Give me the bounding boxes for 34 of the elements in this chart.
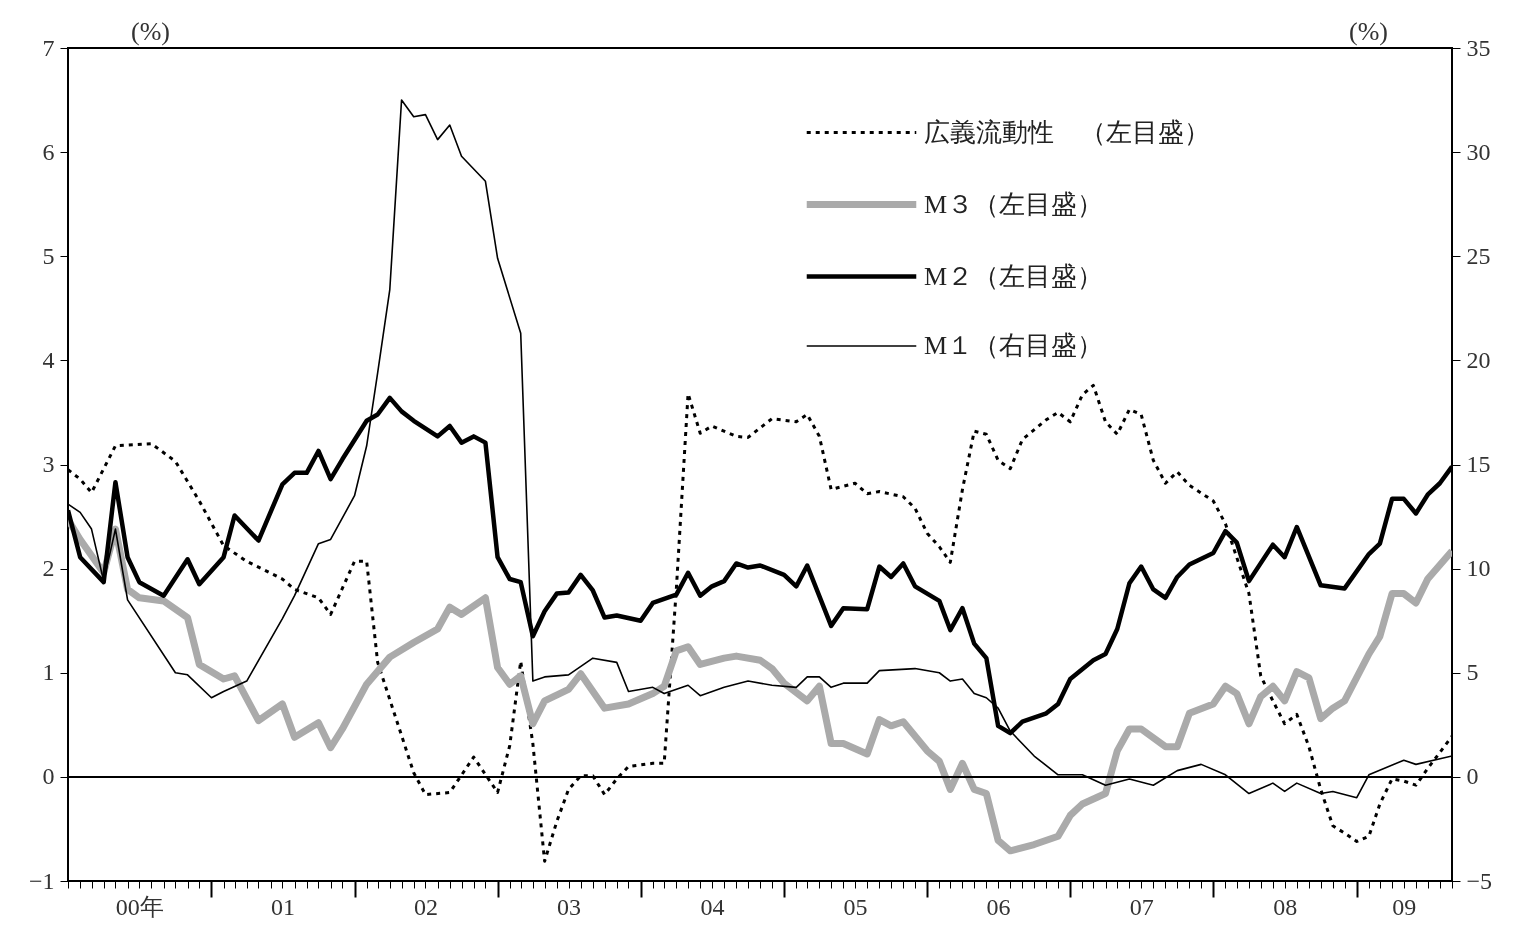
y2-axis-title: (%) xyxy=(1349,16,1388,46)
y-tick-label: 1 xyxy=(42,659,55,686)
y-tick-label: 7 xyxy=(42,34,55,61)
x-tick-label: 04 xyxy=(700,893,725,920)
y-tick-label: −1 xyxy=(28,867,55,894)
x-tick-label: 07 xyxy=(1129,893,1154,920)
y2-tick-label: 5 xyxy=(1466,659,1479,686)
y2-tick-label: 10 xyxy=(1466,555,1491,582)
y-tick-label: 3 xyxy=(42,451,55,477)
x-tick-label: 02 xyxy=(413,893,438,920)
x-tick-label: 09 xyxy=(1392,893,1417,920)
x-tick-label: 06 xyxy=(986,893,1011,920)
y-tick-label: 5 xyxy=(42,242,55,269)
y2-tick-label: 15 xyxy=(1466,451,1491,477)
y-tick-label: 6 xyxy=(42,138,55,165)
y-tick-label: 4 xyxy=(42,346,55,373)
legend-label: 広義流動性 （左目盛） xyxy=(924,117,1210,147)
legend-label: M２（左目盛） xyxy=(924,261,1104,291)
legend-label: M１（右目盛） xyxy=(924,331,1104,360)
y-tick-label: 2 xyxy=(42,555,55,582)
x-tick-label: 08 xyxy=(1273,893,1298,920)
x-tick-label: 01 xyxy=(270,893,295,920)
y-tick-label: 0 xyxy=(42,763,55,790)
x-tick-label: 03 xyxy=(557,893,582,920)
y2-tick-label: −5 xyxy=(1466,867,1493,894)
y2-tick-label: 25 xyxy=(1466,242,1491,269)
legend-label: M３（左目盛） xyxy=(924,189,1104,219)
y2-tick-label: 20 xyxy=(1466,346,1491,373)
x-tick-label: 05 xyxy=(843,893,868,920)
y-axis-title: (%) xyxy=(131,16,170,46)
y2-tick-label: 35 xyxy=(1466,34,1491,61)
y2-tick-label: 30 xyxy=(1466,138,1491,165)
y2-tick-label: 0 xyxy=(1466,763,1479,790)
x-tick-label: 00年 xyxy=(115,893,164,920)
